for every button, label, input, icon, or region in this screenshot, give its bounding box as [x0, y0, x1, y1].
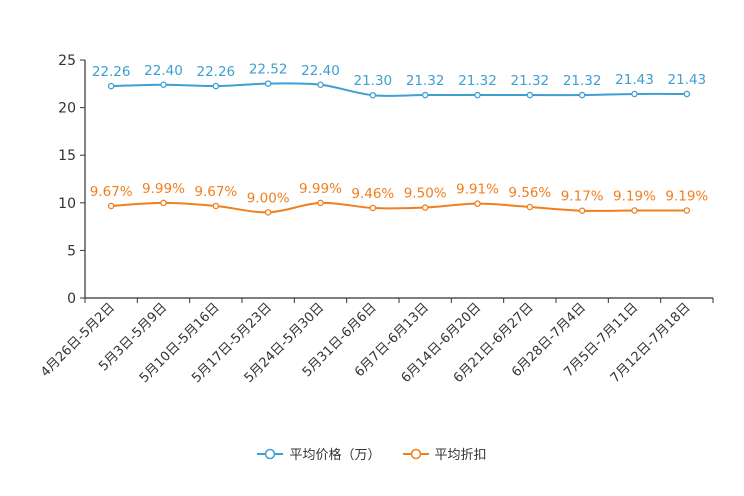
- data-point[interactable]: [526, 91, 534, 99]
- data-label: 22.40: [144, 63, 183, 79]
- data-point[interactable]: [578, 207, 586, 214]
- data-point[interactable]: [160, 199, 167, 207]
- data-label: 9.67%: [194, 184, 237, 200]
- data-labels: 22.26 22.40 22.26 22.52 22.40 21.30 21.32 21.32…: [90, 62, 709, 207]
- data-label: 9.99%: [142, 181, 185, 197]
- legend: 平均价格（万） 平均折扣: [0, 444, 744, 463]
- data-label: 9.17%: [561, 189, 604, 205]
- data-point[interactable]: [474, 91, 481, 99]
- data-label: 9.46%: [351, 186, 394, 202]
- data-label: 21.30: [354, 73, 393, 89]
- data-point[interactable]: [631, 207, 638, 214]
- data-label: 9.19%: [665, 189, 708, 205]
- data-point[interactable]: [317, 81, 324, 89]
- data-label: 22.26: [92, 64, 131, 80]
- data-label: 9.56%: [508, 185, 551, 201]
- data-point[interactable]: [683, 207, 691, 214]
- y-tick-label: 15: [58, 148, 76, 164]
- legend-item-price[interactable]: 平均价格（万）: [257, 444, 381, 463]
- data-point[interactable]: [264, 80, 272, 87]
- data-point[interactable]: [212, 82, 220, 90]
- data-label: 21.32: [406, 73, 445, 89]
- data-label: 9.67%: [90, 184, 133, 200]
- series-layer: [107, 80, 691, 216]
- y-tick-label: 0: [67, 291, 76, 307]
- data-point[interactable]: [421, 91, 429, 99]
- data-point[interactable]: [369, 204, 377, 212]
- data-point[interactable]: [578, 91, 586, 99]
- legend-label-price: 平均价格（万）: [289, 448, 381, 463]
- data-point[interactable]: [107, 202, 115, 210]
- y-tick-label: 20: [58, 101, 76, 117]
- series-line-1: [111, 201, 687, 214]
- data-point[interactable]: [107, 82, 115, 90]
- data-point[interactable]: [421, 204, 429, 211]
- data-label: 9.99%: [299, 181, 342, 197]
- data-label: 9.00%: [247, 190, 290, 206]
- data-label: 21.32: [458, 73, 497, 89]
- axes: 05101520254月26日-5月2日5月3日-5月9日5月10日-5月16日…: [38, 53, 714, 386]
- data-point[interactable]: [212, 202, 220, 210]
- legend-item-discount[interactable]: 平均折扣: [402, 444, 487, 463]
- data-point[interactable]: [160, 81, 167, 89]
- y-tick-label: 5: [67, 243, 76, 259]
- data-label: 22.40: [301, 63, 340, 79]
- data-label: 22.52: [249, 62, 288, 78]
- data-point[interactable]: [369, 91, 377, 99]
- data-point[interactable]: [317, 199, 324, 207]
- data-label: 21.43: [668, 72, 707, 88]
- data-point[interactable]: [631, 90, 638, 98]
- data-point[interactable]: [683, 90, 691, 98]
- legend-line-marker-icon: [402, 448, 429, 459]
- data-point[interactable]: [264, 209, 272, 216]
- data-label: 22.26: [197, 64, 236, 80]
- data-label: 9.50%: [404, 186, 447, 202]
- y-tick-label: 25: [58, 53, 76, 69]
- data-label: 21.43: [615, 72, 654, 88]
- data-point[interactable]: [474, 200, 481, 207]
- data-point[interactable]: [526, 203, 534, 211]
- data-label: 9.91%: [456, 182, 499, 198]
- y-tick-label: 10: [58, 196, 76, 212]
- data-label: 21.32: [563, 73, 602, 89]
- data-label: 21.32: [511, 73, 550, 89]
- legend-line-marker-icon: [257, 448, 284, 459]
- data-label: 9.19%: [613, 189, 656, 205]
- series-line-0: [111, 82, 687, 97]
- legend-label-discount: 平均折扣: [434, 448, 487, 463]
